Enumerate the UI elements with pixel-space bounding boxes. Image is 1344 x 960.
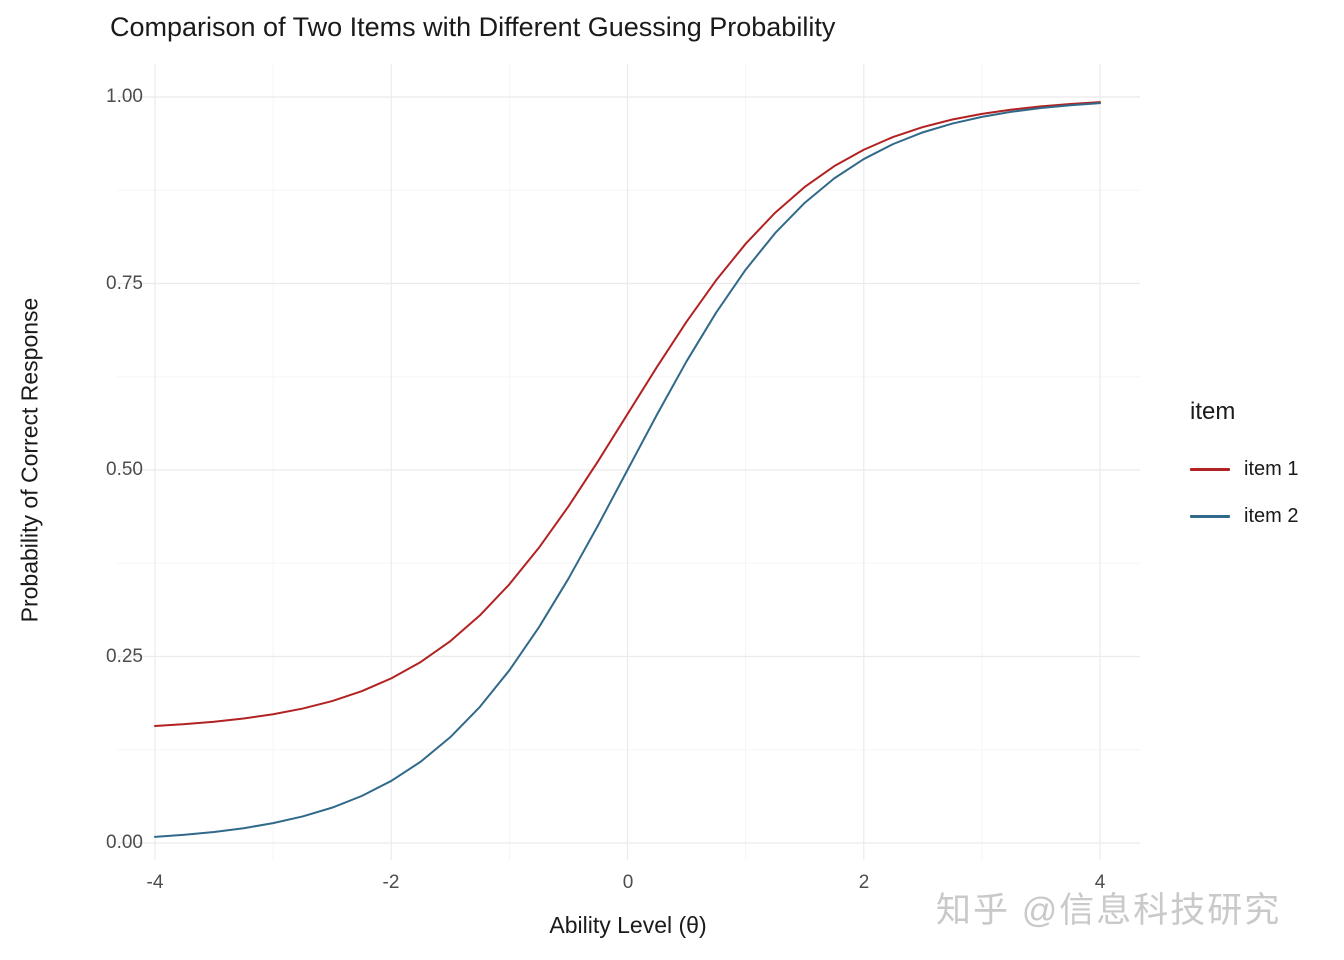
y-tick-label-1.00: 1.00 xyxy=(106,86,143,107)
curve-item-2 xyxy=(154,102,1101,838)
y-axis-title: Probability of Correct Response xyxy=(16,297,43,623)
y-tick-label-0.50: 0.50 xyxy=(106,459,143,480)
curve-item-1 xyxy=(154,101,1101,727)
x-axis-title: Ability Level (θ) xyxy=(549,912,707,938)
x-tick-label-2: 2 xyxy=(858,872,870,893)
legend-entry-item-2: item 2 xyxy=(1190,493,1298,540)
legend-label-item-1: item 1 xyxy=(1244,458,1299,480)
legend-line-item-1-icon xyxy=(1190,468,1230,471)
watermark: 知乎 @信息科技研究 xyxy=(936,891,1282,930)
x-tick-label-4: 4 xyxy=(1094,872,1106,893)
legend-line-item-2-icon xyxy=(1190,515,1230,518)
x-tick-label-neg2: -2 xyxy=(382,872,400,893)
y-tick-label-0.00: 0.00 xyxy=(106,832,143,853)
y-tick-label-0.75: 0.75 xyxy=(106,272,143,294)
legend-entry-item-1: item 1 xyxy=(1190,446,1298,493)
legend-label-item-2: item 2 xyxy=(1244,505,1299,527)
legend: item item 1 item 2 xyxy=(1190,398,1298,540)
x-tick-label-0: 0 xyxy=(622,872,634,893)
x-tick-label-neg4: -4 xyxy=(146,872,164,893)
chart-title: Comparison of Two Items with Different G… xyxy=(110,12,836,42)
y-tick-label-0.25: 0.25 xyxy=(106,645,143,667)
legend-title: item xyxy=(1190,398,1236,425)
